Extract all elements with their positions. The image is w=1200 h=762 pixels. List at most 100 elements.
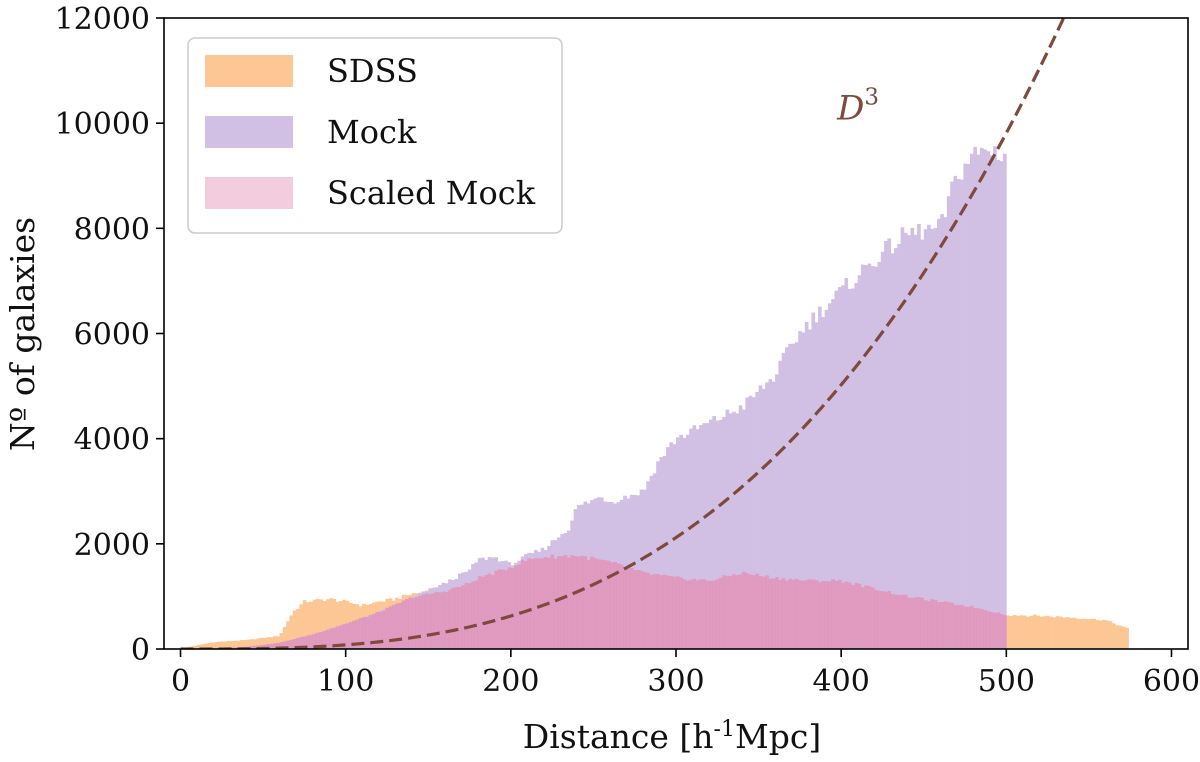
- mock-bar: [778, 360, 783, 649]
- scaled-mock-bar: [940, 601, 944, 649]
- sdss-bar: [1012, 615, 1017, 649]
- mock-bar: [666, 447, 670, 649]
- sdss-bar: [1088, 618, 1093, 649]
- mock-bar: [986, 151, 991, 649]
- mock-bar: [761, 388, 766, 649]
- sdss-bar: [309, 601, 313, 649]
- scaled-mock-bar: [666, 575, 670, 649]
- sdss-bar: [243, 640, 247, 649]
- scaled-mock-bar: [299, 636, 304, 649]
- scaled-mock-bar: [903, 594, 908, 649]
- y-tick-label: 0: [131, 633, 150, 668]
- mock-bar: [808, 329, 812, 649]
- sdss-bar: [1108, 621, 1113, 649]
- scaled-mock-bar: [510, 567, 515, 649]
- scaled-mock-bar: [725, 575, 730, 649]
- mock-bar: [738, 405, 743, 649]
- scaled-mock-bar: [398, 602, 403, 649]
- mock-bar: [847, 288, 852, 649]
- sdss-bar: [1059, 616, 1063, 649]
- mock-bar: [676, 437, 680, 649]
- legend-label-mock: Mock: [327, 113, 417, 151]
- sdss-bar: [1082, 618, 1086, 649]
- scaled-mock-bar: [411, 598, 416, 649]
- scaled-mock-bar: [385, 607, 389, 649]
- sdss-bar: [335, 601, 340, 649]
- scaled-mock-bar: [282, 641, 287, 649]
- mock-bar: [745, 397, 750, 649]
- x-axis-title-sup: -1: [714, 717, 735, 742]
- mock-bar: [841, 285, 845, 649]
- mock-bar: [907, 235, 911, 649]
- sdss-bar: [296, 608, 300, 649]
- sdss-bar: [289, 615, 294, 649]
- mock-bar: [996, 159, 1001, 649]
- scaled-mock-bar: [424, 593, 429, 649]
- mock-bar: [804, 321, 809, 649]
- sdss-bar: [299, 604, 304, 649]
- mock-bar: [979, 147, 984, 649]
- y-tick-label: 4000: [74, 423, 150, 458]
- scaled-mock-bar: [266, 644, 271, 649]
- scaled-mock-bar: [659, 575, 664, 649]
- scaled-mock-bar: [742, 571, 746, 649]
- y-axis-title: Nº of galaxies: [3, 217, 42, 451]
- scaled-mock-bar: [249, 646, 254, 649]
- scaled-mock-bar: [950, 602, 954, 649]
- scaled-mock-bar: [791, 579, 796, 649]
- scaled-mock-bar: [722, 575, 726, 649]
- scaled-mock-bar: [345, 623, 350, 649]
- scaled-mock-bar: [913, 597, 918, 649]
- sdss-bar: [206, 643, 211, 649]
- scaled-mock-bar: [986, 611, 991, 649]
- sdss-bar: [1115, 625, 1119, 649]
- scaled-mock-bar: [699, 579, 703, 649]
- mock-bar: [999, 161, 1004, 649]
- scaled-mock-bar: [900, 594, 905, 649]
- scaled-mock-bar: [685, 580, 690, 649]
- scaled-mock-bar: [441, 591, 446, 649]
- mock-bar: [679, 434, 683, 649]
- scaled-mock-bar: [923, 600, 928, 649]
- scaled-mock-bar: [253, 645, 257, 649]
- sdss-bar: [276, 636, 280, 649]
- scaled-mock-bar: [570, 555, 574, 649]
- scaled-mock-bar: [629, 568, 634, 649]
- sdss-bar: [226, 641, 231, 649]
- mock-bar: [960, 179, 964, 649]
- scaled-mock-bar: [474, 580, 479, 649]
- scaled-mock-bar: [956, 605, 961, 649]
- sdss-bar: [329, 598, 333, 649]
- sdss-bar: [279, 633, 284, 649]
- scaled-mock-bar: [735, 575, 740, 649]
- sdss-bar: [325, 599, 330, 649]
- scaled-mock-bar: [606, 560, 611, 649]
- scaled-mock-bar: [388, 606, 393, 649]
- sdss-bar: [266, 637, 271, 649]
- mock-bar: [933, 227, 938, 650]
- sdss-bar: [216, 641, 221, 649]
- scaled-mock-bar: [269, 643, 274, 649]
- scaled-mock-bar: [801, 580, 806, 649]
- mock-bar: [930, 228, 934, 649]
- mock-bar: [887, 238, 892, 649]
- scaled-mock-bar: [494, 570, 498, 649]
- mock-bar: [801, 332, 806, 649]
- mock-bar: [692, 425, 697, 649]
- mock-bar: [689, 428, 693, 649]
- scaled-mock-bar: [794, 578, 799, 649]
- scaled-mock-bar: [603, 560, 607, 649]
- mock-bar: [735, 413, 740, 649]
- mock-bar: [728, 413, 733, 649]
- legend-swatch-sdss: [205, 55, 293, 87]
- scaled-mock-bar: [517, 564, 522, 649]
- sdss-bar: [1065, 617, 1070, 649]
- scaled-mock-bar: [408, 597, 413, 649]
- scaled-mock-bar: [864, 585, 868, 649]
- sdss-bar: [1069, 617, 1073, 649]
- sdss-bar: [1102, 619, 1106, 649]
- mock-bar: [758, 385, 763, 649]
- scaled-mock-bar: [276, 642, 280, 649]
- scaled-mock-bar: [306, 635, 310, 649]
- scaled-mock-bar: [811, 579, 816, 649]
